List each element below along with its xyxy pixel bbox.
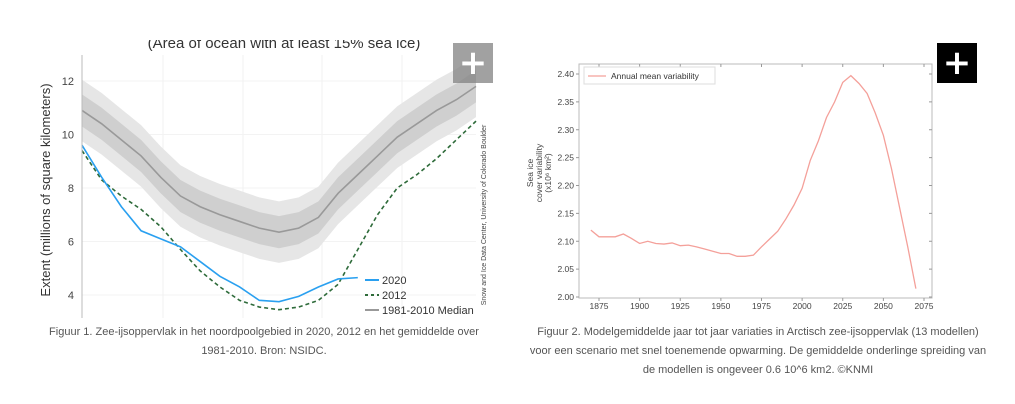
legend-label: 1981-2010 Median xyxy=(382,305,474,317)
x-tick-label: 2025 xyxy=(833,301,852,311)
x-tick-label: 2000 xyxy=(793,301,812,311)
y-tick-label: 2.05 xyxy=(557,264,574,274)
chart1-credit: Snow and Ice Data Center, University of … xyxy=(481,124,488,305)
y-tick-label: 2.00 xyxy=(557,292,574,302)
legend-box xyxy=(583,66,716,85)
figure-1-caption: Figuur 1. Zee-ijsoppervlak in het noordp… xyxy=(49,326,479,357)
x-tick-label: 1925 xyxy=(671,301,690,311)
sea-ice-extent-chart: (Area of ocean with at least 15% sea ice… xyxy=(38,35,488,318)
x-tick-label: 1875 xyxy=(590,301,609,311)
y-tick-label: 2.30 xyxy=(557,125,574,135)
y-tick-label: 2.10 xyxy=(557,236,574,246)
x-tick-label: 1900 xyxy=(630,301,649,311)
expand-figure-1-button[interactable]: + xyxy=(453,43,493,83)
series-line-annual-mean-variability xyxy=(590,74,917,289)
figure-2-caption: Figuur 2. Modelgemiddelde jaar tot jaar … xyxy=(529,326,987,376)
chart2-y-label: Sea ice cover variability (x10⁶ km²) xyxy=(525,143,553,202)
y-tick-label: 2.25 xyxy=(557,153,574,163)
x-tick-label: 2075 xyxy=(915,301,934,311)
x-tick-label: 2050 xyxy=(874,301,893,311)
interquartile-range-band xyxy=(82,70,476,249)
chart2-legend: Annual mean variability xyxy=(583,66,716,85)
chart1-title: (Area of ocean with at least 15% sea ice… xyxy=(148,35,421,52)
expand-figure-2-button[interactable]: + xyxy=(937,43,977,83)
y-tick-label: 2.35 xyxy=(557,97,574,107)
series-line-1981-2010-Median xyxy=(81,85,477,233)
y-tick-label: 6 xyxy=(68,237,74,249)
x-tick-label: 1950 xyxy=(711,301,730,311)
legend-label: 2020 xyxy=(382,275,406,287)
y-tick-label: 12 xyxy=(62,76,74,88)
plus-icon: + xyxy=(458,43,488,83)
chart2-plot-frame xyxy=(578,63,933,299)
y-tick-label: 2.15 xyxy=(557,208,574,218)
series-line-2020 xyxy=(81,144,358,303)
chart1-legend: 2020 2012 1981-2010 Median xyxy=(365,275,474,317)
y-tick-label: 2.40 xyxy=(557,69,574,79)
legend-label: 2012 xyxy=(382,290,406,302)
series-line-2012 xyxy=(81,120,477,311)
x-tick-label: 1975 xyxy=(752,301,771,311)
y-tick-label: 4 xyxy=(68,290,74,302)
y-tick-label: 2.20 xyxy=(557,181,574,191)
y-label-line: Sea ice xyxy=(525,159,535,188)
legend-label: Annual mean variability xyxy=(611,71,700,81)
y-tick-label: 8 xyxy=(68,183,74,195)
sea-ice-variability-chart: 1875 1900 1925 1950 1975 2000 2025 2050 2075 2.00… xyxy=(525,63,934,311)
plus-icon: + xyxy=(942,43,972,83)
y-label-line: cover variability xyxy=(534,143,544,202)
y-label-line: (x10⁶ km²) xyxy=(543,153,553,193)
chart1-y-label: Extent (millions of square kilometers) xyxy=(38,83,53,296)
y-tick-label: 10 xyxy=(62,130,74,142)
